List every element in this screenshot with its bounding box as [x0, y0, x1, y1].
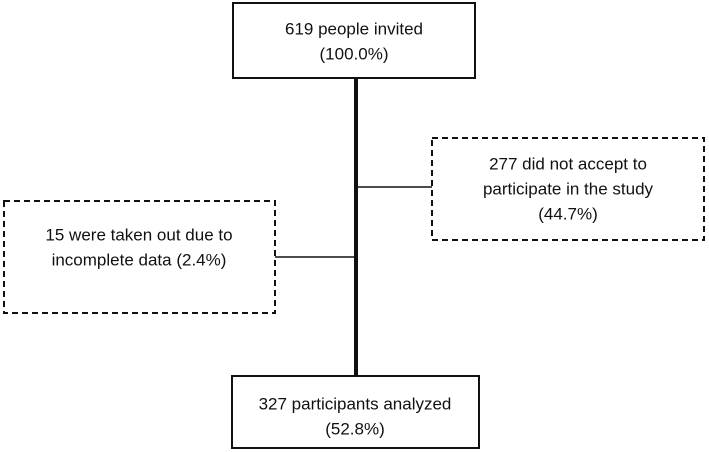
box-text: 277 did not accept to [489, 154, 647, 173]
box-text: (100.0%) [320, 44, 389, 63]
box-excluded [3, 200, 276, 314]
box-text: (44.7%) [538, 204, 598, 223]
box-text: 327 participants analyzed [259, 394, 452, 413]
box-invited [232, 2, 476, 79]
box-text: 15 were taken out due to [45, 225, 232, 244]
box-text: 619 people invited [285, 19, 423, 38]
box-text: participate in the study [483, 179, 654, 198]
box-text: (52.8%) [325, 419, 385, 438]
box-analyzed [231, 375, 480, 449]
box-declined [431, 137, 705, 241]
box-text: incomplete data (2.4%) [52, 250, 227, 269]
